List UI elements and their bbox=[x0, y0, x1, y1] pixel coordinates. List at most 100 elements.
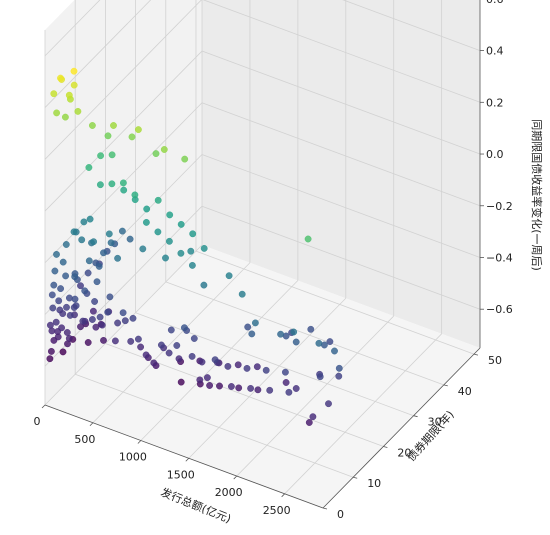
data-point bbox=[55, 297, 63, 305]
y-grid-floor bbox=[195, 250, 475, 355]
data-point bbox=[292, 338, 300, 346]
data-point bbox=[62, 241, 70, 248]
data-point bbox=[247, 384, 255, 392]
data-point bbox=[262, 366, 270, 374]
y-tick-label: 30 bbox=[428, 416, 442, 429]
data-point bbox=[121, 317, 129, 325]
data-point bbox=[316, 373, 324, 381]
data-point bbox=[224, 362, 232, 370]
data-point bbox=[165, 349, 173, 357]
data-point bbox=[211, 356, 219, 364]
data-point bbox=[63, 303, 70, 311]
z-grid-back bbox=[342, 0, 481, 51]
data-point bbox=[58, 324, 65, 332]
axis-edges bbox=[44, 0, 481, 509]
x-tick-label: 1500 bbox=[167, 468, 195, 481]
data-point bbox=[315, 339, 323, 347]
data-point bbox=[282, 379, 290, 386]
z-grid-back bbox=[201, 102, 481, 207]
data-point bbox=[70, 81, 78, 89]
data-point bbox=[71, 273, 79, 281]
data-point bbox=[206, 382, 214, 389]
grid-lines bbox=[44, 0, 481, 509]
data-point bbox=[92, 323, 100, 331]
data-point bbox=[292, 385, 300, 392]
data-point bbox=[290, 328, 298, 336]
data-point bbox=[91, 298, 99, 305]
y-grid-floor bbox=[75, 373, 354, 478]
data-point bbox=[108, 151, 116, 159]
data-point bbox=[335, 364, 343, 372]
data-point bbox=[46, 355, 54, 363]
data-point bbox=[177, 249, 185, 257]
data-point bbox=[248, 330, 256, 338]
data-point bbox=[89, 122, 96, 129]
data-point bbox=[331, 347, 338, 355]
data-point bbox=[53, 250, 60, 258]
data-point bbox=[120, 179, 127, 187]
data-point bbox=[128, 133, 136, 141]
x-grid-floor bbox=[236, 315, 395, 477]
data-point bbox=[126, 235, 134, 243]
data-point bbox=[167, 326, 175, 334]
y-tick-label: 20 bbox=[397, 447, 411, 460]
data-point bbox=[162, 254, 169, 262]
tick-labels: 0 500 1000 1500 2000 2500 0 10 20 30 40 50 −0.6 −0.4 −… bbox=[34, 0, 513, 521]
z-grid-left bbox=[44, 0, 101, 57]
data-point bbox=[177, 220, 185, 228]
y-tick-label: 10 bbox=[367, 477, 381, 490]
data-point bbox=[335, 372, 343, 380]
z-tick-label: 0.6 bbox=[486, 0, 504, 6]
data-point bbox=[106, 293, 114, 301]
data-point bbox=[48, 291, 56, 299]
data-point bbox=[175, 355, 183, 363]
z-grid-back bbox=[201, 154, 481, 258]
x-tick-label: 500 bbox=[74, 433, 95, 446]
y-tick-label: 40 bbox=[458, 385, 472, 398]
y-grid-floor bbox=[165, 281, 444, 386]
y-tick-mark bbox=[353, 476, 358, 479]
z-grid-left bbox=[44, 50, 203, 212]
y-tick-mark bbox=[443, 384, 448, 387]
data-point bbox=[85, 164, 93, 171]
data-point bbox=[243, 364, 251, 372]
y-tick-mark bbox=[413, 415, 418, 418]
data-point bbox=[108, 180, 116, 188]
data-point bbox=[63, 329, 71, 336]
data-point bbox=[216, 382, 223, 390]
x-tick-label: 2500 bbox=[263, 504, 291, 517]
data-point bbox=[112, 337, 119, 345]
data-point bbox=[134, 126, 142, 134]
data-point bbox=[80, 218, 88, 226]
data-point bbox=[251, 319, 259, 327]
x-grid-floor bbox=[188, 297, 347, 459]
data-point bbox=[309, 413, 317, 421]
data-point bbox=[177, 378, 185, 386]
left-pane bbox=[45, 0, 202, 405]
data-point bbox=[200, 244, 208, 252]
data-point bbox=[225, 272, 233, 280]
data-point bbox=[57, 285, 64, 292]
data-point bbox=[266, 386, 274, 394]
data-point bbox=[235, 384, 243, 392]
data-point bbox=[95, 262, 103, 270]
data-point bbox=[281, 368, 289, 376]
data-point bbox=[131, 191, 139, 199]
axes-panes bbox=[45, 0, 480, 508]
data-point bbox=[59, 258, 67, 266]
data-point bbox=[81, 287, 89, 295]
data-point bbox=[66, 294, 73, 302]
y-tick-label: 50 bbox=[488, 354, 502, 367]
data-point bbox=[65, 91, 73, 99]
data-point bbox=[253, 363, 261, 371]
data-point bbox=[180, 324, 188, 332]
z-tick-label: 0.0 bbox=[486, 148, 504, 161]
y-tick-mark bbox=[473, 353, 479, 356]
z-grid-left bbox=[44, 0, 202, 160]
data-point bbox=[129, 314, 137, 322]
x-tick-label: 0 bbox=[34, 415, 41, 428]
data-point bbox=[59, 310, 67, 317]
data-point bbox=[100, 336, 107, 344]
data-point bbox=[285, 388, 293, 396]
